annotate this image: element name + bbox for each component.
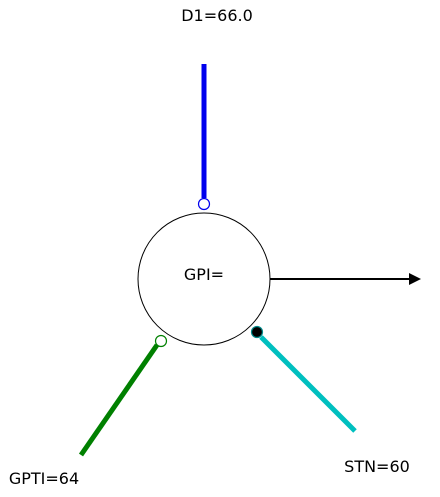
d1-label: D1=66.0 [181,6,253,25]
gpti-label: GPTI=64 [9,469,79,488]
stn-connection-line [259,335,357,433]
gpi-node-label: GPI= [184,265,224,284]
gpti-synapse-open-circle [154,334,168,348]
stn-label: STN=60 [344,457,410,476]
output-arrow-head [409,273,421,285]
d1-synapse-open-circle [197,197,211,211]
gpti-connection-line [78,343,160,457]
stn-synapse-filled-circle [250,325,264,339]
